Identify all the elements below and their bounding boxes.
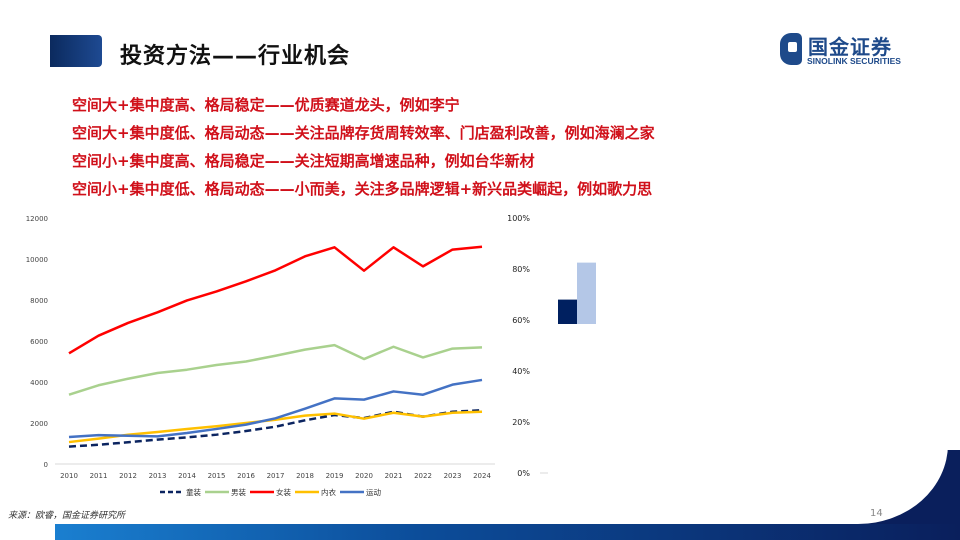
series-line-运动	[68, 378, 483, 439]
series-line-内衣	[68, 410, 483, 444]
key-point: 空间大+集中度低、格局动态——关注品牌存货周转效率、门店盈利改善，例如海澜之家	[72, 124, 655, 142]
logo-icon	[780, 33, 802, 65]
legend-label: 女装	[276, 487, 291, 497]
y-tick-label: 0	[44, 461, 48, 469]
x-tick-label: 2018	[296, 472, 314, 480]
y-tick-label: 0%	[517, 469, 530, 478]
logo-en-text: SINOLINK SECURITIES	[807, 56, 901, 66]
series-line-女装	[68, 245, 483, 355]
line-chart: 0 2000 4000 6000 8000 10000 12000 2010 2011 2012 2…	[26, 215, 495, 497]
x-tick-label: 2013	[149, 472, 167, 480]
x-tick-label: 2012	[119, 472, 137, 480]
y-tick-label: 20%	[512, 418, 530, 427]
key-point: 空间小+集中度低、格局动态——小而美，关注多品牌逻辑+新兴品类崛起，例如歌力思	[72, 180, 653, 198]
legend-label: 内衣	[321, 487, 336, 497]
x-tick-label: 2023	[444, 472, 462, 480]
x-tick-label: 2015	[208, 472, 226, 480]
page-title: 投资方法——行业机会	[120, 44, 351, 69]
key-points: 空间大+集中度高、格局稳定——优质赛道龙头，例如李宁 空间大+集中度低、格局动态…	[72, 92, 655, 204]
series-line-男装	[68, 343, 483, 396]
y-tick-label: 60%	[512, 316, 530, 325]
x-tick-label: 2017	[267, 472, 285, 480]
y-tick-label: 100%	[507, 214, 530, 223]
y-tick-label: 12000	[26, 215, 48, 223]
company-logo: 国金证券 SINOLINK SECURITIES	[780, 33, 940, 69]
footer-corner-cover	[548, 324, 948, 524]
key-point: 空间小+集中度高、格局稳定——关注短期高增速品种，例如台华新材	[72, 152, 535, 170]
y-tick-label: 8000	[30, 297, 48, 305]
y-tick-label: 10000	[26, 256, 48, 264]
footer-band	[55, 524, 960, 540]
y-tick-label: 80%	[512, 265, 530, 274]
legend-label: 童装	[186, 487, 201, 497]
x-tick-label: 2021	[385, 472, 403, 480]
x-tick-label: 2011	[90, 472, 108, 480]
logo-cn-text: 国金证券	[808, 35, 892, 59]
x-tick-label: 2024	[473, 472, 491, 480]
x-tick-label: 2019	[326, 472, 344, 480]
key-point: 空间大+集中度高、格局稳定——优质赛道龙头，例如李宁	[72, 96, 460, 114]
y-tick-label: 40%	[512, 367, 530, 376]
y-tick-label: 4000	[30, 379, 48, 387]
source-note: 来源：欧睿，国金证券研究所	[8, 511, 126, 521]
legend-label: 运动	[366, 487, 381, 497]
x-tick-label: 2016	[237, 472, 255, 480]
y-tick-label: 2000	[30, 420, 48, 428]
page-number: 14	[870, 508, 883, 519]
legend-label: 男装	[231, 487, 246, 497]
y-tick-label: 6000	[30, 338, 48, 346]
x-tick-label: 2020	[355, 472, 373, 480]
header-accent-block	[50, 35, 102, 67]
x-tick-label: 2014	[178, 472, 196, 480]
x-tick-label: 2022	[414, 472, 432, 480]
x-tick-label: 2010	[60, 472, 78, 480]
